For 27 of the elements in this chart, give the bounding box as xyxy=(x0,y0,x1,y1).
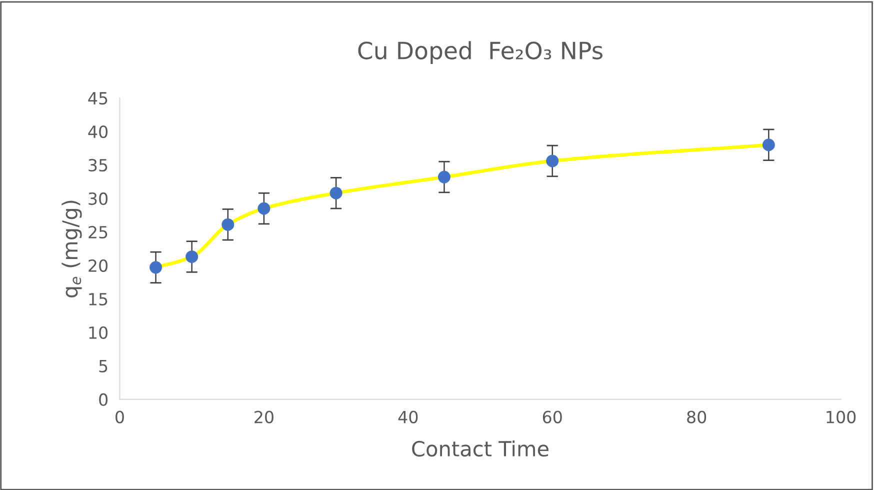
point xyxy=(150,261,162,274)
y-tick-label: 0 xyxy=(99,393,108,406)
point xyxy=(222,218,234,231)
y-tick-label: 5 xyxy=(99,360,108,372)
x-tick-label: 20 xyxy=(254,410,274,424)
point xyxy=(438,170,450,184)
x-tick-label: 80 xyxy=(687,410,706,424)
x-tick-label: 0 xyxy=(116,410,124,424)
point xyxy=(330,186,342,200)
y-tick-label: 30 xyxy=(88,192,108,206)
point xyxy=(186,250,198,263)
x-axis-title: Contact Time xyxy=(412,440,548,457)
y-tick-label: 40 xyxy=(88,125,108,138)
point xyxy=(258,202,270,215)
y-tick-label: 10 xyxy=(89,326,108,339)
chart-title: Cu Doped Fe₂O₃ NPs xyxy=(358,41,602,64)
y-tick-label: 35 xyxy=(88,158,108,172)
x-tick-label: 40 xyxy=(398,410,418,424)
x-tick-label: 100 xyxy=(826,410,856,424)
point xyxy=(762,138,775,152)
y-tick-label: 15 xyxy=(89,293,108,306)
y-tick-label: 20 xyxy=(88,259,108,272)
y-tick-label: 45 xyxy=(88,92,108,105)
point xyxy=(546,154,559,168)
y-axis-title: q$_{e}$ (mg/g) xyxy=(62,200,82,298)
y-tick-label: 25 xyxy=(88,226,108,238)
x-tick-label: 60 xyxy=(542,410,562,424)
